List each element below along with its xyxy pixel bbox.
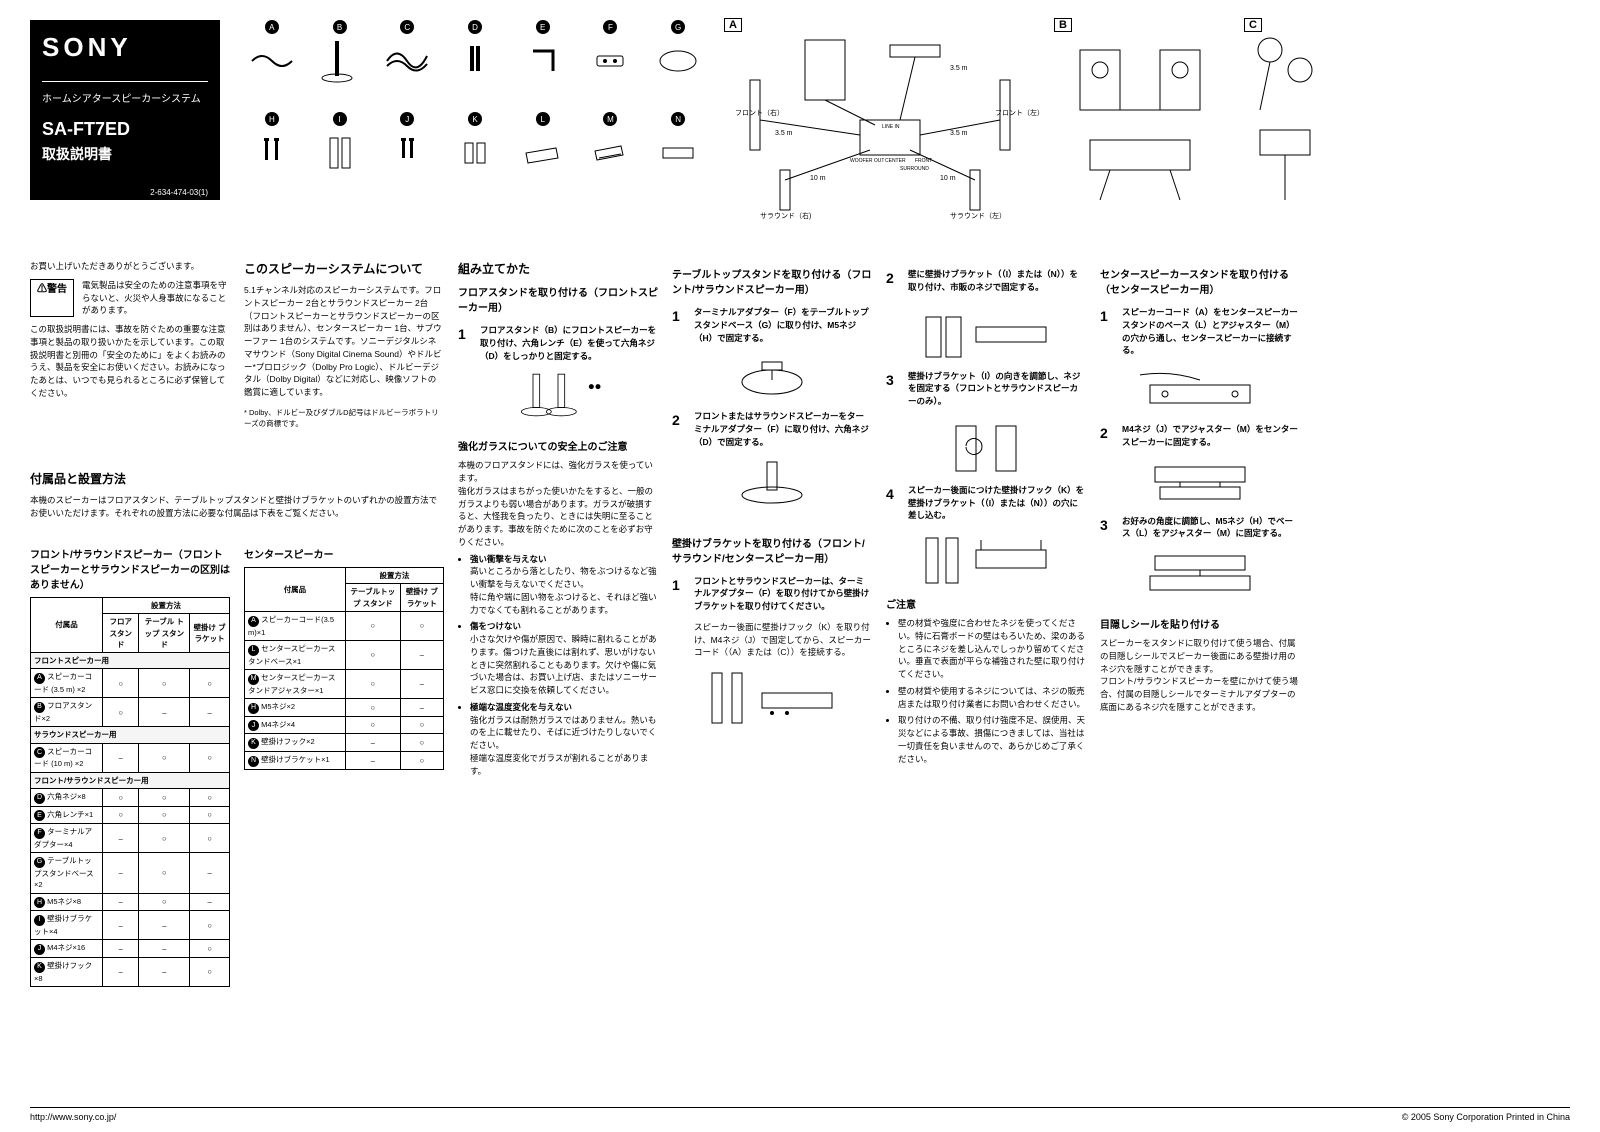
connector-diagram-c: C (1240, 20, 1330, 220)
about-title: このスピーカーシステムについて (244, 260, 444, 278)
part-i: I (308, 112, 372, 200)
tt-step2-img (672, 457, 872, 507)
wall-step3: 壁掛けブラケット（I）の向きを調節し、ネジを固定する（フロントとサラウンドスピー… (908, 370, 1086, 408)
diagram-b-label: B (1054, 18, 1072, 32)
caution-title: ご注意 (886, 598, 1086, 613)
svg-text:LINE IN: LINE IN (882, 124, 900, 130)
footer-copyright: © 2005 Sony Corporation Printed in China (1402, 1112, 1570, 1122)
tabletop-column: テーブルトップスタンドを取り付ける（フロント/サラウンドスピーカー用） 1ターミ… (672, 260, 872, 737)
svg-text:10 m: 10 m (940, 175, 956, 182)
svg-text:3.5 m: 3.5 m (775, 130, 793, 137)
center-parts: センタースピーカー 付属品設置方法 テーブルトップ スタンド壁掛け ブラケット … (244, 540, 444, 770)
parts-icons-grid: A B C D E F G H I J K L M N (240, 20, 710, 200)
svg-text:FRONT: FRONT (915, 158, 932, 164)
sticker-title: 目隠しシールを貼り付ける (1100, 618, 1300, 633)
wall-step2: 壁に壁掛けブラケット（（I）または（N））を取り付け、市販のネジで固定する。 (908, 268, 1086, 294)
svg-text:3.5 m: 3.5 m (950, 65, 968, 72)
wall-step1b: スピーカー後面に壁掛けフック（K）を取り付け、M4ネジ（J）で固定してから、スピ… (694, 621, 872, 659)
diagram-a-label: A (724, 18, 742, 32)
manual-title: 取扱説明書 (42, 144, 208, 164)
product-header: SONY ホームシアタースピーカーシステム SA-FT7ED 取扱説明書 2-6… (30, 20, 220, 200)
svg-text:サラウンド（右): サラウンド（右) (760, 211, 811, 220)
cs-step1-img (1100, 365, 1300, 415)
parts-intro: 本機のスピーカーはフロアスタンド、テーブルトップスタンドと壁掛けブラケットのいず… (30, 494, 445, 520)
cs-step3: お好みの角度に調節し、M5ネジ（H）でベース（L）をアジャスター（M）に固定する… (1122, 515, 1300, 541)
page-footer: http://www.sony.co.jp/ © 2005 Sony Corpo… (30, 1107, 1570, 1122)
footer-url: http://www.sony.co.jp/ (30, 1112, 116, 1122)
caution-list: 壁の材質や強度に合わせたネジを使ってください。特に石膏ボードの壁はもろいため、梁… (898, 617, 1086, 765)
wiring-diagram-a: A フロント（右） フロント（左） サラウンド（右) サラウンド（左） 3.5 … (720, 20, 1040, 220)
intro-column: お買い上げいただきありがとうございます。 ⚠警告 電気製品は安全のための注意事項… (30, 260, 230, 404)
part-d: D (443, 20, 507, 108)
part-n: N (646, 112, 710, 200)
cs-step3-img (1100, 548, 1300, 598)
parts-section-title: 付属品と設置方法 (30, 470, 445, 488)
tt-step2: フロントまたはサラウンドスピーカーをターミナルアダプター（F）に取り付け、六角ネ… (694, 410, 872, 448)
wall-step4-img (886, 530, 1086, 590)
svg-text:フロント（左）: フロント（左） (995, 108, 1040, 117)
diagram-c-label: C (1244, 18, 1262, 32)
warning-text: 電気製品は安全のための注意事項を守らないと、火災や人身事故になることがあります。 (82, 279, 230, 317)
front-surround-parts: フロント/サラウンドスピーカー（フロントスピーカーとサラウンドスピーカーの区別は… (30, 540, 230, 987)
center-stand-column: センタースピーカースタンドを取り付ける（センタースピーカー用） 1スピーカーコー… (1100, 260, 1300, 718)
about-column: このスピーカーシステムについて 5.1チャンネル対応のスピーカーシステムです。フ… (244, 260, 444, 433)
svg-text:WOOFER OUT: WOOFER OUT (850, 158, 884, 164)
about-body: 5.1チャンネル対応のスピーカーシステムです。フロントスピーカー 2台とサラウン… (244, 284, 444, 399)
intro-body: この取扱説明書には、事故を防ぐための重要な注意事項と製品の取り扱いかたを示してい… (30, 323, 230, 400)
part-l: L (511, 112, 575, 200)
front-table-title: フロント/サラウンドスピーカー（フロントスピーカーとサラウンドスピーカーの区別は… (30, 548, 230, 593)
wall-step1-img (672, 663, 872, 733)
part-b: B (308, 20, 372, 108)
part-g: G (646, 20, 710, 108)
wall-step1: フロントとサラウンドスピーカーは、ターミナルアダプター（F）を取り付けてから壁掛… (694, 575, 872, 613)
assembly-column: 組み立てかた フロアスタンドを取り付ける（フロントスピーカー用） 1フロアスタン… (458, 260, 658, 781)
part-a: A (240, 20, 304, 108)
floor-step1-img (458, 370, 658, 420)
cs-step2: M4ネジ（J）でアジャスター（M）をセンタースピーカーに固定する。 (1122, 423, 1300, 449)
thanks-text: お買い上げいただきありがとうございます。 (30, 260, 230, 273)
part-f: F (579, 20, 643, 108)
svg-text:CENTER: CENTER (885, 158, 906, 164)
sticker-body: スピーカーをスタンドに取り付けて使う場合、付属の目隠しシールでスピーカー後面にあ… (1100, 637, 1300, 714)
tt-step1-img (672, 352, 872, 402)
sony-logo: SONY (42, 32, 208, 63)
svg-text:SURROUND: SURROUND (900, 166, 929, 172)
product-category: ホームシアタースピーカーシステム (42, 81, 208, 105)
part-j: J (375, 112, 439, 200)
glass-title: 強化ガラスについての安全上のご注意 (458, 440, 658, 455)
wall-step2-img (886, 302, 1086, 362)
tabletop-title: テーブルトップスタンドを取り付ける（フロント/サラウンドスピーカー用） (672, 268, 872, 298)
front-parts-table: 付属品設置方法 フロア スタンドテーブル トップ スタンド壁掛け ブラケット フ… (30, 597, 230, 987)
part-h: H (240, 112, 304, 200)
warning-label: ⚠警告 (30, 279, 74, 317)
part-e: E (511, 20, 575, 108)
svg-text:3.5 m: 3.5 m (950, 130, 968, 137)
part-number: 2-634-474-03(1) (42, 188, 208, 197)
model-number: SA-FT7ED (42, 119, 208, 140)
glass-intro: 本機のフロアスタンドには、強化ガラスを使っています。 強化ガラスはまちがった使い… (458, 459, 658, 548)
svg-text:フロント（右）: フロント（右） (735, 108, 784, 117)
wall-steps-column: 2壁に壁掛けブラケット（（I）または（N））を取り付け、市販のネジで固定する。 … (886, 260, 1086, 769)
center-table-title: センタースピーカー (244, 548, 444, 563)
svg-text:10 m: 10 m (810, 175, 826, 182)
wall-step3-img (886, 416, 1086, 476)
part-c: C (375, 20, 439, 108)
part-m: M (579, 112, 643, 200)
floor-step1: フロアスタンド（B）にフロントスピーカーを取り付け、六角レンチ（E）を使って六角… (480, 324, 658, 362)
assembly-title: 組み立てかた (458, 260, 658, 278)
center-parts-table: 付属品設置方法 テーブルトップ スタンド壁掛け ブラケット A スピーカーコード… (244, 567, 444, 770)
floor-stand-title: フロアスタンドを取り付ける（フロントスピーカー用） (458, 286, 658, 316)
tt-step1: ターミナルアダプター（F）をテーブルトップスタンドベース（G）に取り付け、M5ネ… (694, 306, 872, 344)
cs-step1: スピーカーコード（A）をセンタースピーカースタンドのベース（L）とアジャスター（… (1122, 306, 1300, 357)
part-k: K (443, 112, 507, 200)
svg-text:サラウンド（左）: サラウンド（左） (950, 211, 1006, 220)
cs-step2-img (1100, 457, 1300, 507)
connector-diagram-b: B (1050, 20, 1230, 220)
wall-title: 壁掛けブラケットを取り付ける（フロント/サラウンド/センタースピーカー用） (672, 537, 872, 567)
parts-section: 付属品と設置方法 本機のスピーカーはフロアスタンド、テーブルトップスタンドと壁掛… (30, 470, 445, 524)
center-stand-title: センタースピーカースタンドを取り付ける（センタースピーカー用） (1100, 268, 1300, 298)
dolby-note: * Dolby、ドルビー及びダブルD記号はドルビーラボラトリーズの商標です。 (244, 407, 444, 430)
wall-step4: スピーカー後面につけた壁掛けフック（K）を壁掛けブラケット（（I）または（N））… (908, 484, 1086, 522)
